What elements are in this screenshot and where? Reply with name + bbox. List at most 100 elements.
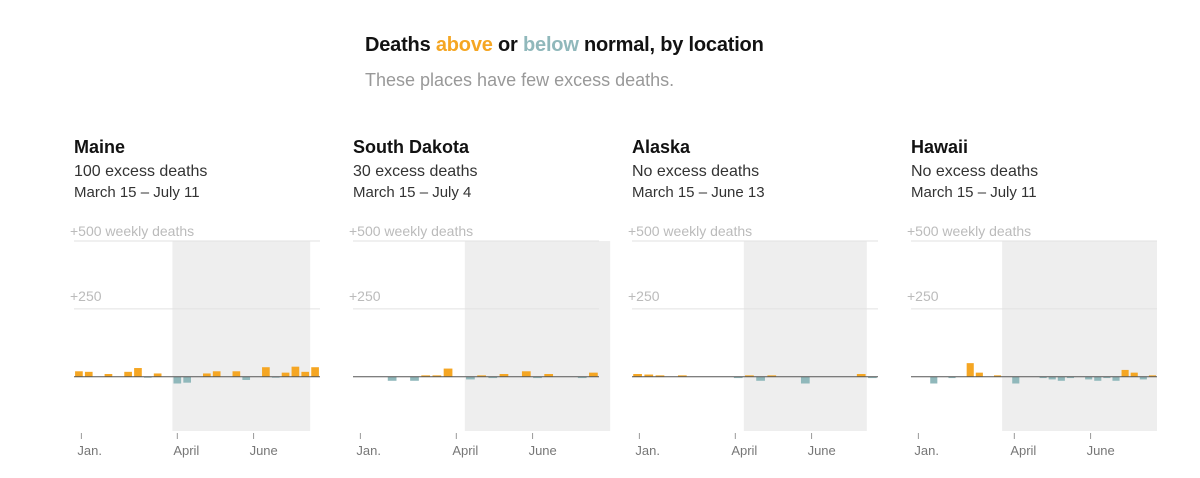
bar [212,371,221,377]
chart-title: Deaths above or below normal, by locatio… [365,32,1065,58]
bar [756,376,765,381]
shaded-period [743,241,867,431]
bar [994,375,1002,377]
bar [1057,376,1065,381]
bar [262,367,270,377]
y-tick-label: +250 [70,288,102,304]
title-above-word: above [435,34,493,56]
bar [767,375,777,377]
bar [104,374,113,377]
y-tick-label: +500 weekly deaths [907,223,1031,239]
title-below-word: below [523,34,579,56]
location-name: South Dakota [353,137,470,157]
bar [499,374,509,377]
x-tick-label: June [529,443,557,458]
mini-chart-alaska: +500 weekly deaths +250 Jan. April June [628,223,878,458]
bar [1121,369,1129,377]
bar [966,363,974,377]
bar [856,374,866,377]
bar [1148,375,1156,377]
bar [1094,376,1102,381]
date-range-text: March 15 – June 13 [632,184,765,201]
bar [432,375,442,377]
y-tick-label: +250 [907,288,939,304]
bar [1039,376,1047,379]
excess-deaths-text: No excess deaths [911,163,1039,180]
bar [153,373,162,377]
mini-chart-maine: +500 weekly deaths +250 Jan. April June [70,223,320,458]
bar [232,371,241,377]
x-tick-label: June [250,443,278,458]
bar [443,368,453,377]
x-tick-label: April [452,443,478,458]
x-tick-label: April [1010,443,1036,458]
panel-maine: Maine 100 excess deaths March 15 – July … [70,135,334,465]
bar [589,372,598,377]
bar [488,376,498,379]
x-tick-label: June [808,443,836,458]
title-middle: or [492,34,523,56]
bar [521,371,531,377]
bar [124,371,132,377]
location-name: Alaska [632,137,691,157]
x-tick-label: June [1087,443,1115,458]
bar [143,376,152,378]
bar [733,376,743,379]
panel-hawaii: Hawaii No excess deaths March 15 – July … [907,135,1171,465]
shaded-period [464,241,611,431]
bar [1066,376,1074,379]
bar [466,376,475,380]
bar [1012,376,1020,384]
bar [410,376,419,381]
panel-south-dakota: South Dakota 30 excess deaths March 15 –… [349,135,613,465]
panel-alaska: Alaska No excess deaths March 15 – June … [628,135,892,465]
mini-chart-hawaii: +500 weekly deaths +250 Jan. April June [907,223,1157,458]
bar [1112,376,1120,381]
y-tick-label: +250 [349,288,381,304]
chart-subtitle: These places have few excess deaths. [365,70,675,90]
excess-deaths-text: 100 excess deaths [74,163,208,180]
bar [281,372,290,377]
bar [75,371,83,377]
bar [577,376,587,379]
location-name: Maine [74,137,126,157]
date-range-text: March 15 – July 11 [74,184,200,201]
bar [134,368,142,377]
title-prefix: Deaths [365,34,436,56]
bar [1048,376,1056,380]
bar [477,375,486,377]
bar [387,376,397,381]
bar [242,376,251,380]
bar [633,374,642,377]
x-tick-label: April [173,443,199,458]
y-tick-label: +500 weekly deaths [70,223,194,239]
chart-header: Deaths above or below normal, by locatio… [365,32,1065,92]
bar [1139,376,1147,380]
bar [533,376,542,379]
bar [183,376,191,383]
bar [301,371,310,377]
x-tick-label: Jan. [914,443,939,458]
title-suffix: normal, by location [578,34,764,56]
bar [421,375,431,377]
bar [1130,372,1138,377]
x-tick-label: Jan. [635,443,660,458]
bar [544,374,554,377]
bar [1085,376,1093,380]
x-tick-label: Jan. [356,443,381,458]
mini-chart-south-dakota: +500 weekly deaths +250 Jan. April June [349,223,611,458]
bar [291,366,300,377]
y-tick-label: +500 weekly deaths [349,223,473,239]
date-range-text: March 15 – July 11 [911,184,1037,201]
bar [975,372,983,377]
y-tick-label: +500 weekly deaths [628,223,752,239]
bar [311,367,319,377]
bar [203,373,211,377]
bar [800,376,810,384]
bar [868,376,877,379]
bar [677,375,687,377]
x-tick-label: Jan. [77,443,102,458]
shaded-period [1002,241,1157,431]
bar [84,371,93,377]
location-name: Hawaii [911,137,969,157]
